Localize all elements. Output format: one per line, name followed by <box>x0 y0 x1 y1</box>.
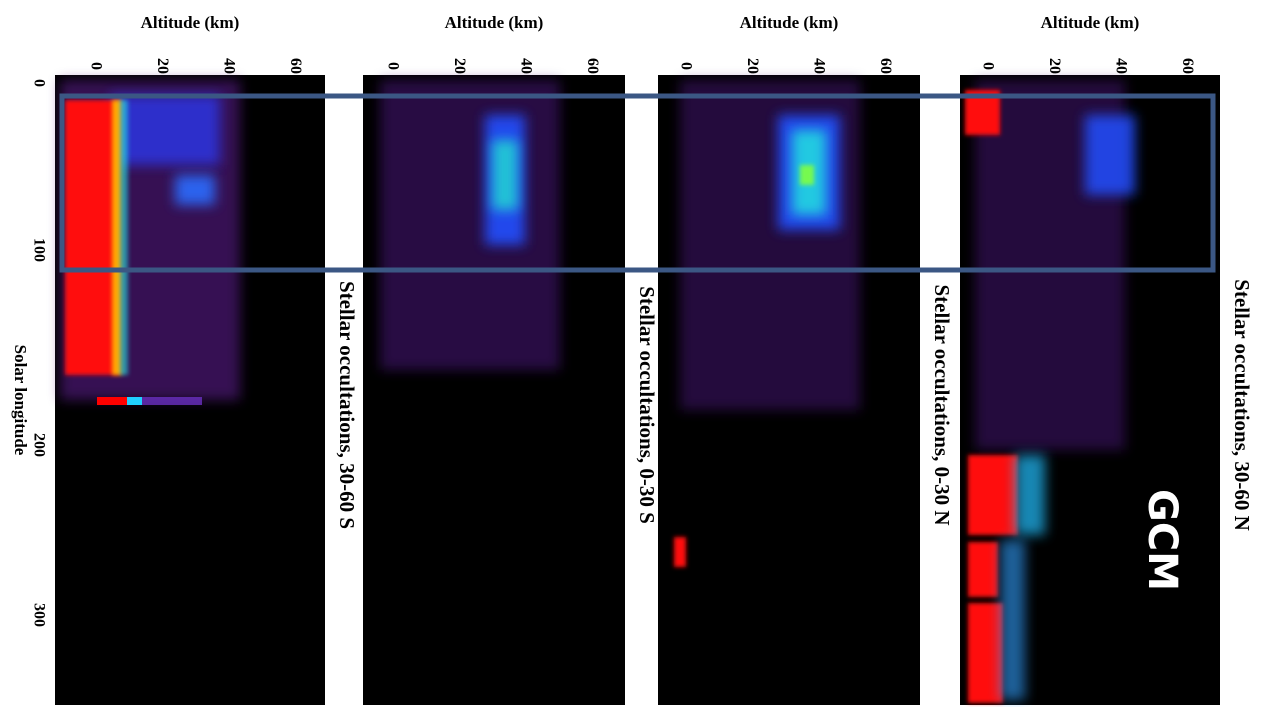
heatmap-region <box>968 603 1003 703</box>
longitude-tick: 100 <box>30 238 47 262</box>
panels: Altitude (km) 0 20 40 60 Stellar occultations… <box>55 13 1254 705</box>
heatmap-region <box>380 80 560 370</box>
longitude-tick: 200 <box>30 433 47 457</box>
altitude-tick: 40 <box>810 58 827 74</box>
heatmap-region <box>175 175 215 205</box>
heatmap-region <box>1000 540 1025 700</box>
axis-label: Altitude (km) <box>445 13 544 32</box>
heatmap-region <box>968 542 998 597</box>
solar-longitude-axis: Solar longitude 0 100 200 300 <box>11 79 47 627</box>
altitude-tick: 20 <box>451 58 468 74</box>
heatmap-region <box>127 397 142 405</box>
heatmap-region <box>674 537 686 567</box>
panel-title: Stellar occultations, 30-60 S <box>335 281 359 529</box>
altitude-tick: 0 <box>677 62 694 70</box>
altitude-tick: 40 <box>1112 58 1129 74</box>
longitude-tick: 0 <box>30 79 47 87</box>
heatmap-region <box>142 397 202 405</box>
highlight-box <box>59 93 1216 273</box>
x-axis-label: Solar longitude <box>11 345 30 456</box>
altitude-tick: 40 <box>517 58 534 74</box>
altitude-tick: 0 <box>384 62 401 70</box>
altitude-tick: 60 <box>287 58 304 74</box>
altitude-tick: 60 <box>1179 58 1196 74</box>
axis-label: Altitude (km) <box>1041 13 1140 32</box>
heatmap-panel: Altitude (km) 0 20 40 60 Stellar occultations… <box>960 13 1254 705</box>
heatmap-region <box>112 100 122 375</box>
altitude-tick: 60 <box>584 58 601 74</box>
panel-title: Stellar occultations, 0-30 N <box>930 284 954 525</box>
heatmap-region <box>1085 115 1135 195</box>
heatmap-panel: Altitude (km) 0 20 40 60 Stellar occultations… <box>55 13 359 705</box>
axis-label: Altitude (km) <box>141 13 240 32</box>
longitude-tick: 300 <box>30 603 47 627</box>
altitude-tick: 60 <box>877 58 894 74</box>
altitude-tick: 20 <box>744 58 761 74</box>
panel-title: Stellar occultations, 0-30 S <box>635 286 659 524</box>
altitude-tick: 20 <box>154 58 171 74</box>
heatmap-region <box>97 397 127 405</box>
heatmap-region <box>120 100 128 375</box>
heatmap-panel: Altitude (km) 0 20 40 60 Stellar occultations… <box>363 13 659 705</box>
heatmap-region <box>110 95 220 165</box>
heatmap-region <box>968 455 1018 535</box>
gcm-label: GCM <box>1139 489 1185 591</box>
panel-title: Stellar occultations, 30-60 N <box>1230 279 1254 531</box>
heatmap-region <box>1015 455 1045 535</box>
heatmap-region <box>65 100 120 375</box>
altitude-tick: 0 <box>979 62 996 70</box>
axis-label: Altitude (km) <box>740 13 839 32</box>
altitude-tick: 20 <box>1046 58 1063 74</box>
altitude-tick: 0 <box>87 62 104 70</box>
heatmap-region <box>800 165 814 185</box>
heatmap-region <box>492 140 518 210</box>
altitude-tick: 40 <box>220 58 237 74</box>
heatmap-panel: Altitude (km) 0 20 40 60 Stellar occultations… <box>658 13 954 705</box>
